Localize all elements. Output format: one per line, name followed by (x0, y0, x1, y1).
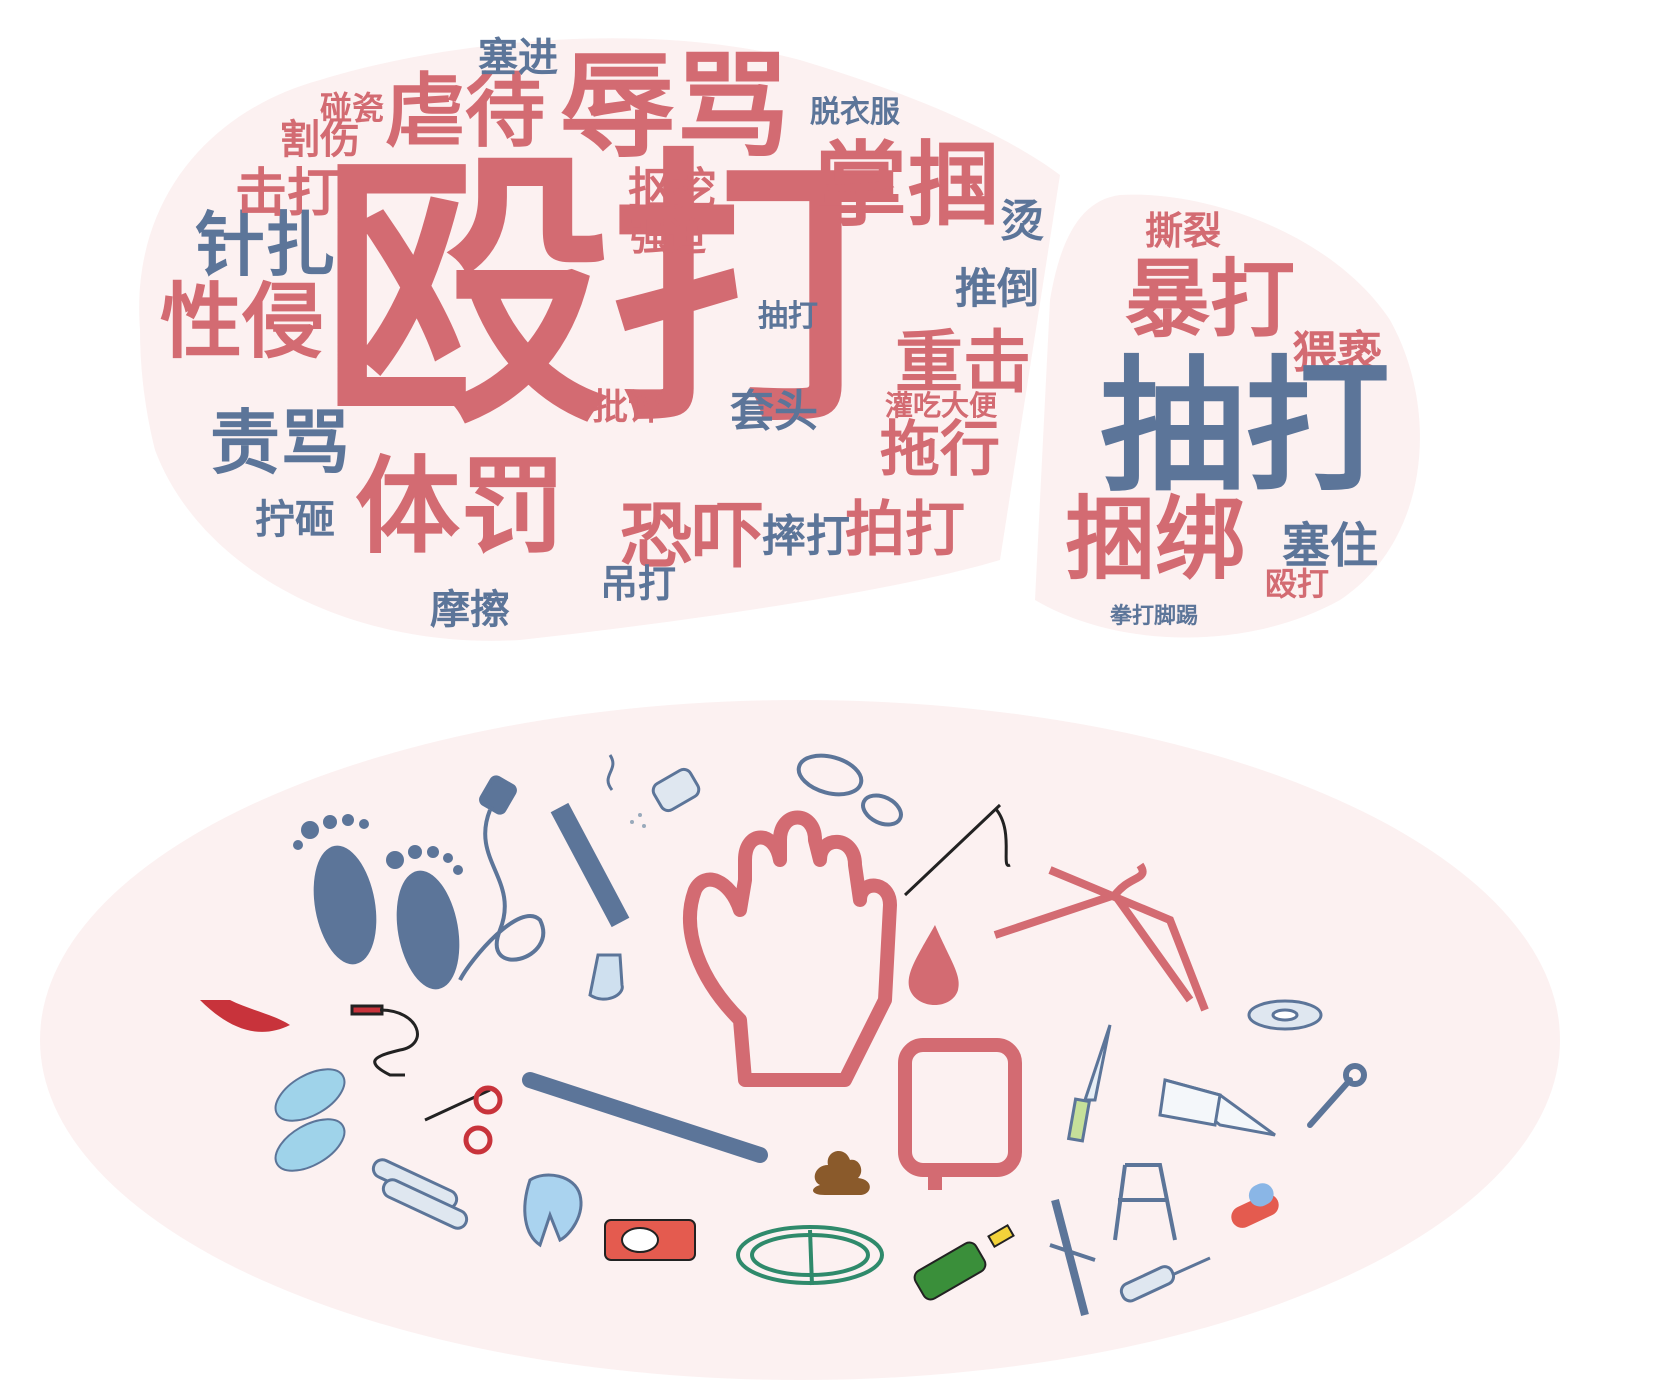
word: 拧砸 (255, 497, 335, 543)
scissors-icon (424, 1085, 503, 1155)
pill-icon (1231, 1183, 1279, 1228)
word: 拖行 (880, 415, 1000, 485)
word: 割伤 (280, 117, 360, 163)
word: 撕裂 (1145, 209, 1222, 253)
shoe-print-icon (796, 753, 903, 827)
needle-thread-icon (903, 803, 1011, 897)
word: 捆绑 (1065, 487, 1245, 592)
word: 摔打 (762, 511, 850, 562)
baseball-bat-icon (522, 1072, 768, 1163)
poop-icon (813, 1150, 870, 1195)
word: 殴打 (1265, 565, 1330, 603)
word: 抠挖 (628, 164, 716, 215)
word: 恐吓 (620, 494, 765, 578)
word: 推倒 (955, 264, 1040, 313)
belt-icon (604, 1219, 696, 1261)
wrench-icon (1307, 1063, 1367, 1128)
tape-icon (1247, 999, 1323, 1031)
word: 拳打脚踢 (1110, 604, 1199, 629)
power-cord-icon (458, 775, 546, 981)
word: 性侵 (160, 275, 325, 370)
flip-flops-icon (274, 1068, 346, 1172)
word: 强迫 (630, 215, 707, 259)
word: 虐待 (385, 65, 545, 158)
chair-icon (1113, 1163, 1177, 1241)
word: 暴打 (1125, 251, 1296, 350)
word: 塞住 (1282, 518, 1379, 574)
book-icon (1158, 1078, 1276, 1137)
word: 吊打 (600, 562, 677, 606)
cigarette-icon (550, 754, 630, 928)
word: 体罚 (355, 446, 566, 568)
word: 掌掴 (815, 132, 1000, 239)
word: 抽打 (758, 299, 818, 334)
word: 碰瓷 (320, 89, 385, 127)
blood-drop-icon (908, 925, 959, 1005)
word: 猥亵 (1292, 326, 1383, 379)
bamboo-icon (1049, 1198, 1096, 1317)
word: 批评 (592, 387, 665, 428)
socks-icon (588, 953, 624, 1001)
rope-coil-icon (736, 1225, 884, 1286)
word: 击打 (235, 164, 340, 224)
word: 灌吃大便 (885, 389, 998, 422)
chili-icon (200, 1000, 290, 1032)
word-large: 殴打 (320, 126, 900, 463)
word: 拍打 (845, 495, 965, 565)
fist-icon (898, 1038, 1022, 1190)
word: 脱衣服 (810, 95, 900, 130)
tooth-icon (523, 1173, 583, 1248)
word: 责骂 (210, 402, 350, 484)
hangers-icon (993, 862, 1209, 1012)
word: 塞进 (478, 35, 558, 81)
left-cloud-blob (139, 38, 1061, 641)
knife-icon (1066, 1024, 1112, 1143)
footprints-icon (293, 814, 463, 990)
bottle-icon (913, 1223, 1015, 1301)
word: 重击 (895, 324, 1032, 403)
word: 套头 (730, 386, 818, 437)
right-cloud-blob (1035, 194, 1420, 638)
word: 烫 (1000, 196, 1044, 247)
word-large: 抽打 (1100, 343, 1390, 512)
tubes-icon (371, 1158, 469, 1230)
word: 摩擦 (430, 587, 510, 633)
hand-icon (683, 810, 897, 1087)
word: 辱骂 (560, 40, 791, 174)
jump-rope-icon (350, 1004, 419, 1077)
word: 针扎 (195, 204, 335, 286)
screwdriver-icon (1119, 1256, 1211, 1303)
salt-shaker-icon (630, 767, 701, 828)
